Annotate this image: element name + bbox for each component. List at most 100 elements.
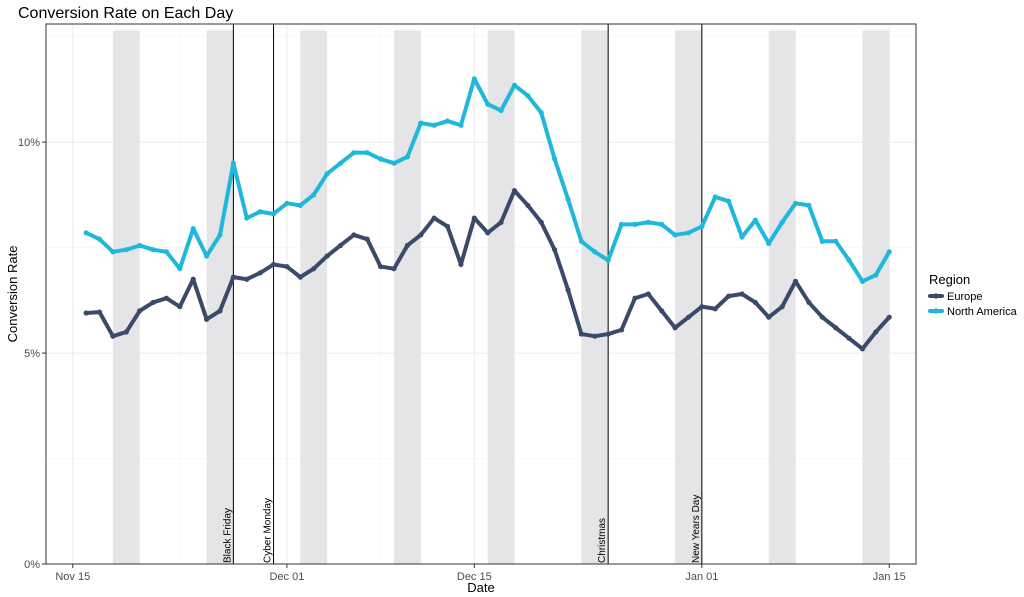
data-point <box>337 242 344 249</box>
data-point <box>110 249 116 255</box>
data-point <box>819 238 825 244</box>
data-point <box>846 335 852 341</box>
data-point <box>270 261 277 268</box>
weekend-band <box>862 30 890 564</box>
data-point <box>378 156 384 162</box>
data-point <box>645 219 651 225</box>
legend-title: Region <box>929 272 970 287</box>
data-point <box>739 234 745 240</box>
data-point <box>525 93 531 99</box>
data-point <box>337 160 344 166</box>
data-point <box>739 291 745 297</box>
data-point <box>458 122 464 128</box>
data-point <box>257 209 263 215</box>
data-point <box>471 76 477 82</box>
y-tick-label: 0% <box>24 559 40 571</box>
weekend-band <box>487 30 515 564</box>
data-point <box>177 304 183 310</box>
data-point <box>485 101 491 107</box>
data-point <box>364 150 370 156</box>
data-point <box>418 232 424 238</box>
data-point <box>886 249 892 255</box>
data-point <box>645 291 651 297</box>
data-point <box>110 333 116 339</box>
data-point <box>726 293 732 299</box>
data-point <box>592 333 598 339</box>
data-point <box>324 253 330 259</box>
weekend-band <box>581 30 609 564</box>
data-point <box>311 266 317 272</box>
x-tick-label: Nov 15 <box>55 571 90 583</box>
x-axis: Nov 15 Dec 01 Dec 15 Jan 01 Jan 15 <box>55 564 906 583</box>
data-point <box>752 299 758 306</box>
weekend-band <box>112 30 140 564</box>
data-point <box>444 118 451 124</box>
data-point <box>217 232 223 238</box>
data-point <box>699 304 705 310</box>
x-tick-label: Dec 01 <box>269 571 304 583</box>
data-point <box>96 236 103 242</box>
data-point <box>752 217 758 223</box>
data-point <box>351 150 357 156</box>
data-point <box>244 215 250 221</box>
data-point <box>498 107 504 114</box>
data-point <box>83 230 89 236</box>
data-point <box>592 249 598 255</box>
data-point <box>163 249 170 255</box>
data-point <box>458 261 464 268</box>
data-point <box>833 325 839 331</box>
data-point <box>485 230 491 236</box>
data-point <box>511 82 518 88</box>
data-point <box>792 278 799 284</box>
y-axis-title: Conversion Rate <box>5 246 20 343</box>
data-point <box>806 299 812 306</box>
data-point <box>351 232 357 238</box>
data-point <box>230 160 236 166</box>
data-point <box>833 238 839 244</box>
data-point <box>311 192 317 198</box>
weekend-band <box>675 30 702 564</box>
data-point <box>659 221 665 227</box>
data-point <box>712 306 718 312</box>
event-markers: Black Friday Cyber Monday Christmas New Yea… <box>222 24 703 564</box>
data-point <box>244 276 250 282</box>
data-point <box>511 188 518 194</box>
data-point <box>257 270 263 276</box>
data-point <box>632 295 638 301</box>
data-point <box>471 215 477 221</box>
data-point <box>886 314 892 320</box>
data-point <box>190 276 196 282</box>
data-point <box>672 325 678 331</box>
data-point <box>96 309 103 315</box>
data-point <box>859 346 866 352</box>
data-point <box>123 247 129 253</box>
data-point <box>659 308 665 314</box>
data-point <box>137 242 143 249</box>
data-point <box>819 314 825 320</box>
event-label: Cyber Monday <box>263 498 274 563</box>
legend-item-label: Europe <box>947 291 982 303</box>
data-point <box>792 200 799 206</box>
legend-item-label: North America <box>947 306 1018 318</box>
data-point <box>806 202 812 209</box>
legend-key-point <box>933 308 939 314</box>
legend-key-point <box>933 293 939 299</box>
x-tick-label: Dec 15 <box>457 571 492 583</box>
data-point <box>444 223 451 230</box>
data-point <box>538 219 544 225</box>
data-point <box>525 202 531 209</box>
data-point <box>150 299 156 306</box>
y-tick-label: 10% <box>18 137 40 149</box>
data-point <box>83 310 89 316</box>
data-point <box>859 278 866 284</box>
data-point <box>685 230 692 236</box>
data-point <box>284 200 290 206</box>
data-point <box>618 327 625 333</box>
data-point <box>846 257 852 263</box>
data-point <box>163 295 170 301</box>
data-point <box>297 274 303 280</box>
series-lines <box>83 76 892 352</box>
data-point <box>217 308 223 314</box>
data-point <box>578 238 584 244</box>
